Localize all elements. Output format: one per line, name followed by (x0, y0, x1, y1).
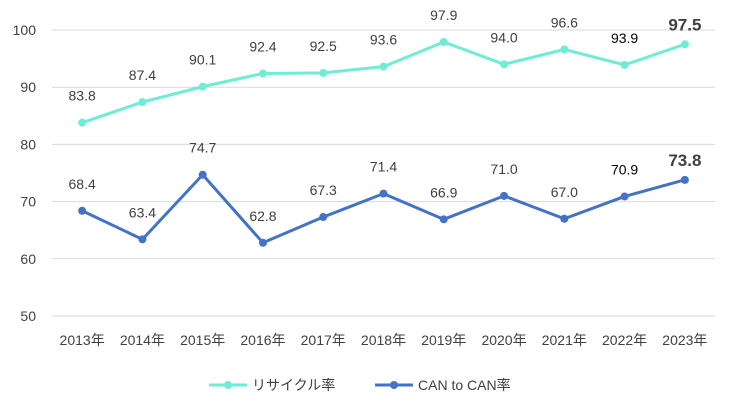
y-tick-label: 60 (20, 251, 36, 267)
x-tick-label: 2021年 (542, 332, 587, 348)
data-label: 67.3 (310, 182, 337, 198)
data-point (78, 206, 87, 215)
legend-swatch-marker (224, 381, 232, 389)
data-point (620, 60, 629, 69)
data-point (500, 60, 509, 69)
data-label: 94.0 (490, 29, 517, 45)
x-tick-label: 2016年 (240, 332, 285, 348)
x-tick-label: 2017年 (301, 332, 346, 348)
data-label: 67.0 (551, 184, 578, 200)
x-tick-label: 2020年 (481, 332, 526, 348)
grid-lines (52, 29, 715, 317)
data-point (319, 213, 328, 222)
legend-swatch-marker (390, 381, 398, 389)
data-point (198, 82, 207, 91)
data-label: 71.4 (370, 159, 397, 175)
series-group (78, 38, 689, 247)
data-point (138, 98, 147, 107)
x-axis-ticks: 2013年 2014年 2015年 2016年 2017年 2018年 2019年 2020年… (60, 332, 708, 348)
x-tick-label: 2023年 (662, 332, 707, 348)
data-point (319, 68, 328, 77)
data-point (258, 238, 267, 247)
data-point (258, 69, 267, 78)
y-tick-label: 80 (20, 136, 36, 152)
legend: リサイクル率 CAN to CAN率 (209, 377, 511, 393)
legend-label: CAN to CAN率 (418, 377, 511, 393)
x-tick-label: 2013年 (60, 332, 105, 348)
data-label: 90.1 (189, 52, 216, 68)
y-axis-ticks: 50 60 70 80 90 100 (13, 22, 37, 324)
data-label: 92.4 (249, 38, 276, 54)
data-point (500, 191, 509, 200)
data-point (198, 170, 207, 179)
x-tick-label: 2018年 (361, 332, 406, 348)
data-point (560, 214, 569, 223)
data-label: 93.9 (611, 30, 638, 46)
data-point (620, 192, 629, 201)
data-label: 66.9 (430, 184, 457, 200)
data-point (138, 235, 147, 244)
data-label: 70.9 (611, 161, 638, 177)
data-label: 68.4 (69, 176, 96, 192)
data-point (680, 40, 689, 49)
y-tick-label: 50 (20, 308, 36, 324)
data-label: 63.4 (129, 204, 156, 220)
data-point (680, 175, 689, 184)
x-tick-label: 2014年 (120, 332, 165, 348)
data-label: 92.5 (310, 38, 337, 54)
y-tick-label: 70 (20, 194, 36, 210)
data-label: 93.6 (370, 32, 397, 48)
data-point (78, 118, 87, 127)
data-label: 96.6 (551, 14, 578, 30)
series-line (81, 40, 686, 125)
data-label: 62.8 (249, 208, 276, 224)
legend-label: リサイクル率 (252, 377, 335, 393)
data-label: 71.0 (490, 161, 517, 177)
x-tick-label: 2022年 (602, 332, 647, 348)
data-label: 87.4 (129, 67, 156, 83)
data-label: 83.8 (69, 88, 96, 104)
y-tick-label: 90 (20, 79, 36, 95)
data-point (439, 38, 448, 47)
data-label: 73.8 (668, 151, 701, 170)
data-point (379, 62, 388, 71)
x-tick-label: 2015年 (180, 332, 225, 348)
data-label: 97.9 (430, 7, 457, 23)
data-point (439, 215, 448, 224)
data-point (560, 45, 569, 54)
data-point (379, 189, 388, 198)
series-line (81, 173, 686, 245)
data-label: 97.5 (668, 15, 701, 34)
x-tick-label: 2019年 (421, 332, 466, 348)
data-label: 74.7 (189, 140, 216, 156)
y-tick-label: 100 (13, 22, 37, 38)
data-labels: 83.8 87.4 90.1 92.4 92.5 93.6 97.9 94.0 96.6 93.9… (69, 7, 702, 224)
